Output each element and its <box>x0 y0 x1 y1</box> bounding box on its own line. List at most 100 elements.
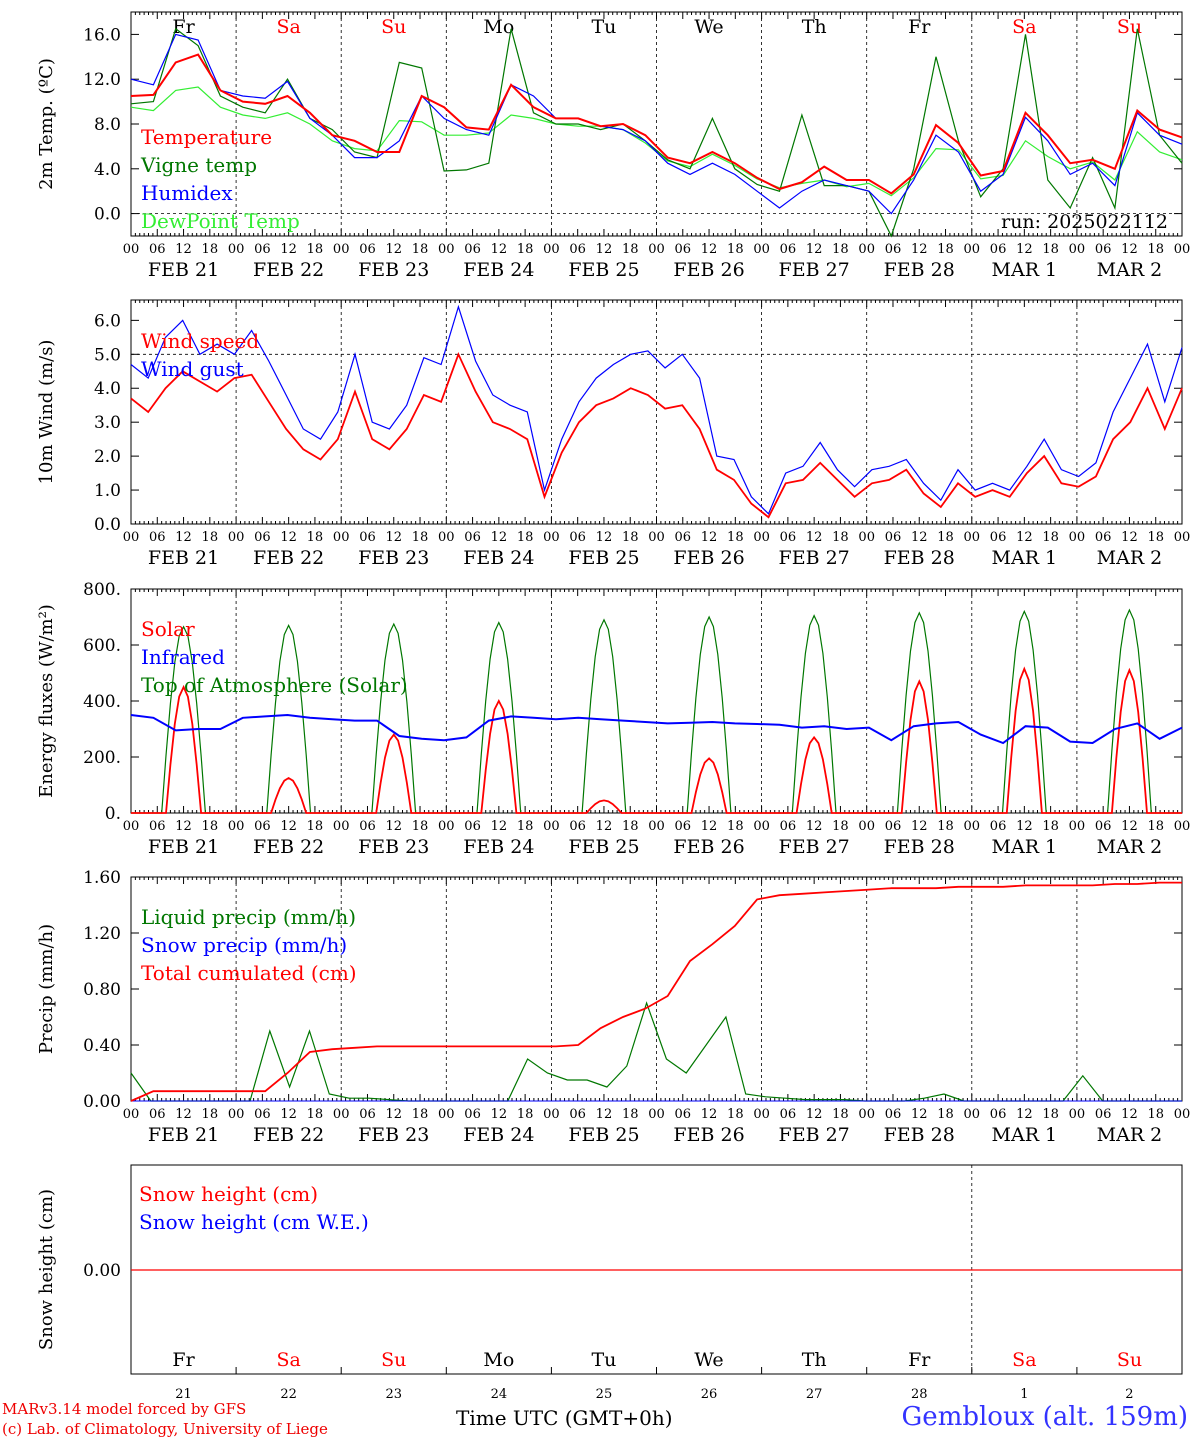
x-tick-label: 06 <box>990 819 1007 834</box>
legend-temperature: Temperature <box>141 125 272 149</box>
x-tick-label: 18 <box>622 530 639 545</box>
x-tick-label: 18 <box>1147 242 1164 257</box>
panel-4-x-axis: 00 06 12 18 00 06 12 18 00 06 12 18 00 06 12 18 00 06 12 18… <box>123 877 1191 1146</box>
x-tick-label: 18 <box>307 242 324 257</box>
x-date-label: MAR 1 <box>992 836 1058 858</box>
x-tick-label: 12 <box>806 530 823 545</box>
x-date-label: FEB 27 <box>779 259 850 281</box>
y-tick-label: 1.0 <box>94 481 121 501</box>
x-date-label: FEB 24 <box>463 836 534 858</box>
weekday-label: Mo <box>483 1349 514 1371</box>
x-tick-label: 12 <box>491 530 508 545</box>
x-date-label: FEB 26 <box>673 1124 744 1146</box>
x-tick-label: 18 <box>202 1107 219 1122</box>
day-number: 24 <box>491 1387 508 1402</box>
x-tick-label: 12 <box>280 1107 297 1122</box>
y-tick-label: 1.20 <box>83 924 121 944</box>
x-tick-label: 18 <box>937 242 954 257</box>
x-tick-label: 18 <box>937 1107 954 1122</box>
weekday-label: Tu <box>591 1349 616 1371</box>
x-tick-label: 00 <box>438 530 455 545</box>
x-tick-label: 00 <box>964 1107 981 1122</box>
panel-3-y-axis: 800. 600. 400. 200. 0. Energy fluxes (W/m²) <box>36 580 1182 824</box>
x-tick-label: 00 <box>1174 1107 1191 1122</box>
x-date-label: FEB 23 <box>358 259 429 281</box>
weekday-label: Th <box>802 16 827 38</box>
x-date-label: FEB 24 <box>463 259 534 281</box>
x-tick-label: 18 <box>307 819 324 834</box>
x-date-label: FEB 25 <box>568 1124 639 1146</box>
x-tick-label: 00 <box>123 819 140 834</box>
model-credit: MARv3.14 model forced by GFS <box>2 1400 247 1418</box>
legend-wind-gust: Wind gust <box>141 357 244 381</box>
x-tick-label: 12 <box>491 242 508 257</box>
y-tick-label: 4.0 <box>94 379 121 399</box>
x-tick-label: 18 <box>727 530 744 545</box>
x-tick-label: 00 <box>858 530 875 545</box>
x-tick-label: 06 <box>149 819 166 834</box>
panel-3-x-axis: 00 06 12 18 00 06 12 18 00 06 12 18 00 06 12 18 00 06 12 18… <box>123 589 1190 858</box>
x-date-label: FEB 21 <box>148 547 219 569</box>
x-tick-label: 00 <box>648 242 665 257</box>
x-tick-label: 18 <box>412 530 429 545</box>
x-tick-label: 06 <box>359 242 376 257</box>
weekday-label: Sa <box>276 1349 300 1371</box>
x-tick-label: 12 <box>175 242 192 257</box>
x-tick-label: 18 <box>517 242 534 257</box>
x-tick-label: 06 <box>1095 242 1112 257</box>
x-tick-label: 18 <box>727 819 744 834</box>
panel-3-frame <box>130 588 1183 814</box>
x-date-label: FEB 25 <box>568 836 639 858</box>
x-tick-label: 06 <box>254 819 271 834</box>
x-tick-label: 12 <box>280 530 297 545</box>
x-tick-label: 00 <box>333 819 350 834</box>
x-tick-label: 12 <box>701 1107 718 1122</box>
x-tick-label: 12 <box>385 819 402 834</box>
panel-3-border <box>130 588 1183 814</box>
x-tick-label: 12 <box>280 242 297 257</box>
legend-snow-height-cm-: Snow height (cm) <box>139 1182 318 1206</box>
x-tick-label: 18 <box>412 819 429 834</box>
x-tick-label: 18 <box>1147 819 1164 834</box>
x-tick-label: 06 <box>1095 530 1112 545</box>
weekday-label: Su <box>381 16 406 38</box>
x-tick-label: 06 <box>359 530 376 545</box>
x-tick-label: 18 <box>202 530 219 545</box>
y-tick-label: 800. <box>83 580 121 600</box>
legend-humidex: Humidex <box>141 181 233 205</box>
x-tick-label: 12 <box>911 242 928 257</box>
x-tick-label: 18 <box>832 819 849 834</box>
weekday-label: Mo <box>483 16 514 38</box>
x-tick-label: 00 <box>333 1107 350 1122</box>
x-tick-label: 06 <box>464 1107 481 1122</box>
x-tick-label: 06 <box>885 819 902 834</box>
legend-vigne-temp: Vigne temp <box>140 153 257 177</box>
x-tick-label: 06 <box>780 242 797 257</box>
x-tick-label: 18 <box>517 819 534 834</box>
x-tick-label: 18 <box>307 530 324 545</box>
x-date-label: FEB 23 <box>358 547 429 569</box>
x-tick-label: 00 <box>228 530 245 545</box>
legend-top-of-atmosphere-solar-: Top of Atmosphere (Solar) <box>141 673 408 697</box>
y-tick-label: 0.0 <box>94 205 121 225</box>
x-tick-label: 00 <box>333 242 350 257</box>
y-tick-label: 3.0 <box>94 413 121 433</box>
x-tick-label: 12 <box>1121 242 1138 257</box>
y-axis-label: Precip (mm/h) <box>36 924 57 1054</box>
x-tick-label: 18 <box>937 530 954 545</box>
line-wind-gust <box>130 304 1183 515</box>
x-tick-label: 06 <box>990 530 1007 545</box>
x-tick-label: 18 <box>832 242 849 257</box>
x-tick-label: 06 <box>675 530 692 545</box>
x-tick-label: 00 <box>543 1107 560 1122</box>
x-date-label: MAR 1 <box>992 259 1058 281</box>
y-axis-label: 10m Wind (m/s) <box>36 340 57 485</box>
x-tick-label: 18 <box>1042 1107 1059 1122</box>
line-total-cumulated <box>130 881 1182 1102</box>
y-tick-label: 2.0 <box>94 447 121 467</box>
x-tick-label: 12 <box>701 530 718 545</box>
panel-2-border <box>130 299 1183 525</box>
x-tick-label: 18 <box>1042 530 1059 545</box>
x-tick-label: 00 <box>228 1107 245 1122</box>
